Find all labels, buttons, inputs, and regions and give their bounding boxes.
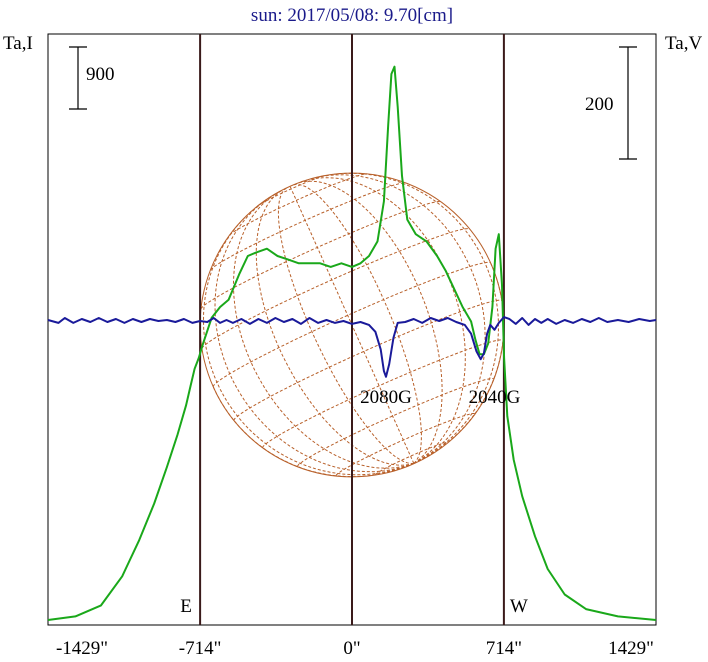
chart-title: sun: 2017/05/08: 9.70[cm] — [251, 5, 453, 26]
right-scale-label: 200 — [585, 94, 614, 115]
series-layer — [47, 65, 657, 621]
disk-longitude-line — [202, 210, 414, 476]
x-tick-labels: -1429" -714" 0" 714" 1429" — [56, 638, 654, 659]
vertical-markers — [199, 34, 505, 625]
x-tick-label: -1429" — [56, 638, 108, 659]
disk-longitude-line — [233, 190, 414, 469]
x-tick-label: -714" — [179, 638, 222, 659]
disk-latitude-line — [375, 441, 448, 475]
disk-longitude-line — [334, 172, 500, 464]
right-axis-label: Ta,V — [665, 33, 702, 54]
x-tick-label: 0" — [343, 638, 360, 659]
left-scale-label: 900 — [86, 64, 115, 85]
disk-longitude-line — [293, 183, 422, 464]
field-annotations: 2080G 2040G — [360, 387, 520, 408]
x-tick-label: 1429" — [608, 638, 654, 659]
left-scale-bar — [69, 46, 87, 110]
field-annotation: 2080G — [360, 387, 412, 408]
left-axis-label: Ta,I — [3, 33, 33, 54]
limb-marker-E: E — [180, 596, 192, 617]
disk-longitude-line — [289, 186, 415, 464]
series-line-stokes_I — [47, 65, 657, 621]
disk-latitude-line — [257, 174, 327, 207]
disk-longitude-line — [309, 174, 486, 464]
disk-longitude-line — [255, 189, 414, 466]
disk-longitude-line — [214, 195, 414, 473]
disk-longitude-line — [297, 180, 443, 464]
disk-longitude-line — [277, 187, 414, 465]
right-scale-bar — [619, 46, 637, 160]
field-annotation: 2040G — [469, 387, 521, 408]
disk-latitude-line — [229, 173, 367, 236]
series-line-stokes_V — [47, 316, 657, 378]
limb-marker-W: W — [510, 596, 528, 617]
x-tick-label: 714" — [486, 638, 522, 659]
